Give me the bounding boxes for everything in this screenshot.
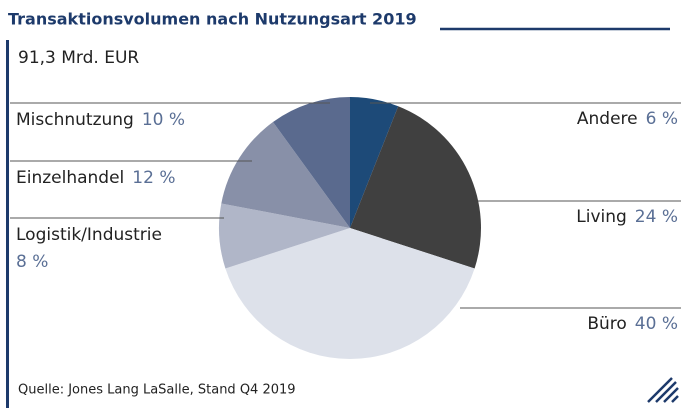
value-label: 6 % <box>646 109 678 129</box>
category-name: Einzelhandel <box>16 168 124 188</box>
pie-slice <box>225 228 475 359</box>
chart-title: Transaktionsvolumen nach Nutzungsart 201… <box>8 10 417 29</box>
slice-label: Living 24 % <box>576 207 678 227</box>
logo <box>647 377 679 403</box>
pie-slice <box>273 97 350 228</box>
value-label: 12 % <box>132 168 175 188</box>
value-label: 40 % <box>635 314 678 334</box>
category-name: Logistik/Industrie <box>16 225 162 245</box>
value-label: 8 % <box>16 252 48 272</box>
subtitle: 91,3 Mrd. EUR <box>18 48 139 68</box>
pie-slice <box>350 97 399 228</box>
category-name: Andere <box>577 109 638 129</box>
slice-label: Einzelhandel 12 % <box>16 168 176 188</box>
slice-label: Mischnutzung 10 % <box>16 110 185 130</box>
side-bar <box>6 40 9 408</box>
pie-slice <box>350 106 481 269</box>
pie-slice <box>219 203 350 269</box>
source: Quelle: Jones Lang LaSalle, Stand Q4 201… <box>18 383 296 398</box>
value-label: 24 % <box>635 207 678 227</box>
category-name: Büro <box>587 314 626 334</box>
category-name: Mischnutzung <box>16 110 134 130</box>
pie-slice <box>221 122 350 228</box>
slice-label: Büro 40 % <box>587 314 678 334</box>
category-name: Living <box>576 207 627 227</box>
value-label: 10 % <box>142 110 185 130</box>
slice-label: Andere 6 % <box>577 109 678 129</box>
